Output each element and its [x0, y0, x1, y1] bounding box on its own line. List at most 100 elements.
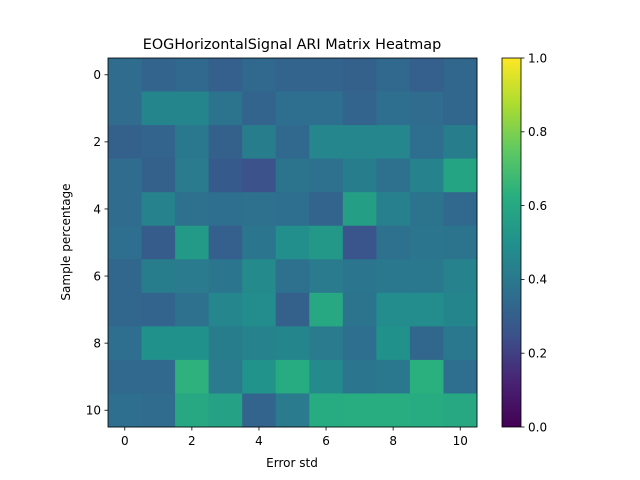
colorbar-tick-label: 0.6	[528, 199, 547, 213]
x-tick-label: 8	[389, 434, 397, 448]
heatmap-cell	[309, 125, 344, 160]
heatmap-cell	[175, 158, 210, 193]
heatmap-cell	[175, 359, 210, 394]
heatmap-cell	[208, 393, 243, 428]
heatmap-cell	[242, 225, 277, 260]
heatmap-cell	[141, 393, 176, 428]
heatmap-cell	[409, 359, 444, 394]
x-tick-label: 0	[121, 434, 129, 448]
heatmap-cell	[141, 192, 176, 227]
heatmap-cell	[175, 259, 210, 294]
heatmap-cell	[409, 125, 444, 160]
x-tick-label: 10	[453, 434, 468, 448]
x-tick-label: 6	[322, 434, 330, 448]
heatmap-cell	[342, 125, 377, 160]
heatmap-cell	[242, 91, 277, 126]
heatmap-cell	[208, 259, 243, 294]
heatmap-cell	[141, 158, 176, 193]
heatmap-cell	[175, 326, 210, 361]
heatmap-cell	[342, 326, 377, 361]
heatmap-cell	[443, 393, 478, 428]
colorbar	[501, 57, 522, 428]
colorbar-tick-label: 0.4	[528, 273, 547, 287]
heatmap-cell	[376, 326, 411, 361]
heatmap-cell	[108, 359, 142, 394]
heatmap-cell	[443, 158, 478, 193]
y-tick-label: 6	[93, 269, 101, 283]
heatmap-cell	[409, 91, 444, 126]
y-axis-label: Sample percentage	[59, 183, 73, 300]
heatmap-cell	[309, 326, 344, 361]
heatmap-cell	[208, 225, 243, 260]
heatmap-cell	[108, 259, 142, 294]
heatmap-cell	[309, 58, 344, 92]
heatmap-cell	[175, 58, 210, 92]
heatmap-cell	[376, 292, 411, 327]
heatmap-cell	[275, 292, 310, 327]
heatmap-cell	[175, 192, 210, 227]
colorbar-tick-label: 1.0	[528, 51, 547, 65]
y-axis: 0 2 4 6 8 10	[86, 68, 108, 418]
heatmap-cell	[275, 326, 310, 361]
heatmap-cell	[376, 393, 411, 428]
heatmap-cell	[376, 225, 411, 260]
heatmap-cell	[376, 259, 411, 294]
heatmap-cell	[242, 292, 277, 327]
heatmap-cell	[141, 259, 176, 294]
heatmap-cell	[175, 125, 210, 160]
heatmap-cell	[309, 393, 344, 428]
heatmap-cell	[108, 225, 142, 260]
heatmap-cell	[275, 125, 310, 160]
heatmap-cell	[141, 326, 176, 361]
heatmap-cell	[175, 225, 210, 260]
heatmap-cell	[409, 393, 444, 428]
heatmap-cell	[242, 158, 277, 193]
heatmap-cell	[309, 158, 344, 193]
heatmap-cell	[342, 225, 377, 260]
heatmap-cell	[275, 158, 310, 193]
heatmap-cell	[376, 359, 411, 394]
heatmap-cell	[342, 192, 377, 227]
heatmap-cell	[275, 359, 310, 394]
x-axis-label: Error std	[266, 456, 318, 470]
heatmap-cells	[108, 58, 478, 428]
heatmap-cell	[409, 259, 444, 294]
heatmap-cell	[108, 393, 142, 428]
heatmap-cell	[208, 91, 243, 126]
heatmap-cell	[108, 192, 142, 227]
heatmap-cell	[108, 326, 142, 361]
colorbar-tick-label: 0.2	[528, 347, 547, 361]
heatmap-cell	[409, 58, 444, 92]
heatmap-cell	[342, 91, 377, 126]
heatmap-cell	[443, 192, 478, 227]
colorbar-tick-label: 0.8	[528, 125, 547, 139]
heatmap-cell	[309, 259, 344, 294]
heatmap-cell	[141, 225, 176, 260]
heatmap-cell	[242, 393, 277, 428]
heatmap-cell	[275, 225, 310, 260]
heatmap-cell	[409, 225, 444, 260]
heatmap-cell	[376, 125, 411, 160]
heatmap-cell	[376, 58, 411, 92]
heatmap-cell	[409, 326, 444, 361]
heatmap-cell	[141, 58, 176, 92]
plot-frame	[107, 57, 478, 428]
heatmap-cell	[242, 259, 277, 294]
y-tick-label: 2	[93, 135, 101, 149]
heatmap-cell	[309, 292, 344, 327]
heatmap-cell	[208, 125, 243, 160]
heatmap-cell	[208, 192, 243, 227]
heatmap-cell	[409, 158, 444, 193]
heatmap-cell	[108, 125, 142, 160]
heatmap-cell	[309, 225, 344, 260]
heatmap-cell	[275, 91, 310, 126]
heatmap-cell	[309, 91, 344, 126]
heatmap-cell	[342, 158, 377, 193]
x-tick-label: 4	[255, 434, 263, 448]
heatmap-cell	[175, 292, 210, 327]
heatmap-cell	[275, 192, 310, 227]
y-tick-label: 0	[93, 68, 101, 82]
heatmap-cell	[376, 158, 411, 193]
heatmap-cell	[342, 58, 377, 92]
